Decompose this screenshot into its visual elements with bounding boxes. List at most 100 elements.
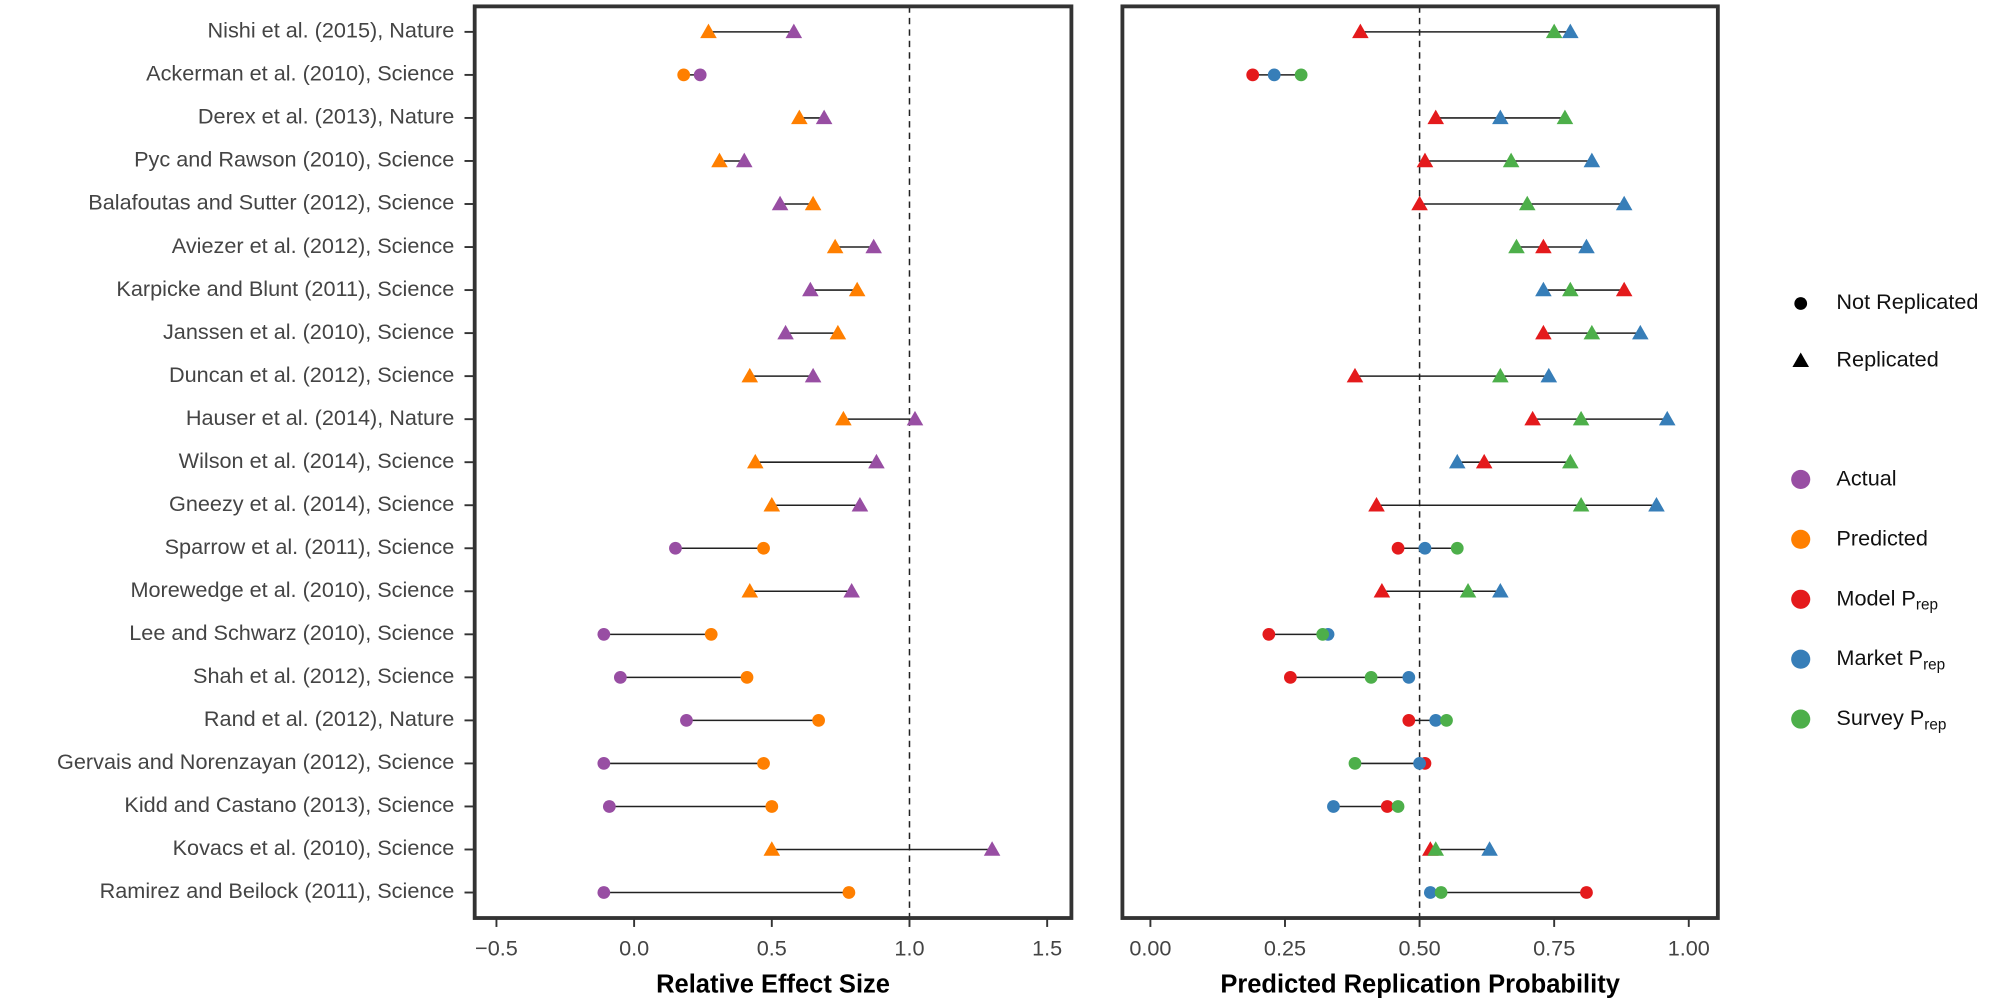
marker-triangle — [1792, 352, 1810, 368]
marker-triangle — [826, 238, 844, 254]
marker-triangle — [777, 324, 794, 340]
y-tick-label: Aviezer et al. (2012), Science — [172, 233, 454, 258]
marker-triangle — [1518, 195, 1536, 211]
y-tick-label: Balafoutas and Sutter (2012), Science — [88, 190, 454, 215]
panel-frame — [1120, 4, 1720, 920]
marker-circle — [613, 670, 627, 684]
y-tick-label: Gneezy et al. (2014), Science — [169, 491, 454, 516]
marker-circle — [704, 627, 718, 641]
x-tick-label: 1.0 — [894, 936, 924, 961]
marker-circle — [1391, 800, 1405, 813]
legend-name: Survey P — [1836, 705, 1924, 730]
marker-circle — [1364, 670, 1378, 684]
marker-triangle — [1583, 324, 1601, 340]
marker-triangle — [1615, 195, 1633, 211]
x-tick-label: −0.5 — [475, 936, 518, 961]
y-tick-label: Gervais and Norenzayan (2012), Science — [57, 749, 454, 774]
y-tick-label: Shah et al. (2012), Science — [193, 663, 454, 688]
marker-circle — [1434, 886, 1448, 899]
marker-triangle — [1535, 281, 1552, 297]
y-tick-label: Rand et al. (2012), Nature — [204, 706, 454, 731]
marker-circle — [669, 541, 682, 555]
marker-circle — [1380, 800, 1394, 813]
marker-triangle — [1545, 23, 1563, 39]
marker-triangle — [1658, 410, 1676, 426]
marker-circle — [1402, 670, 1416, 684]
marker-circle — [1413, 757, 1426, 770]
marker-triangle — [1562, 23, 1579, 39]
marker-circle — [677, 68, 691, 82]
panel-frame — [472, 4, 1074, 920]
marker-triangle — [865, 238, 882, 254]
marker-triangle — [1346, 367, 1364, 383]
legend-name: Predicted — [1836, 525, 1928, 550]
marker-triangle — [1572, 410, 1590, 426]
marker-triangle — [843, 583, 860, 598]
marker-triangle — [1562, 453, 1579, 469]
y-tick-label: Kidd and Castano (2013), Science — [124, 792, 454, 817]
marker-triangle — [1352, 23, 1369, 39]
marker-triangle — [785, 23, 803, 39]
marker-circle — [1418, 541, 1432, 555]
marker-circle — [1450, 541, 1464, 555]
marker-circle — [765, 800, 779, 813]
legend-label: Model Prep — [1836, 585, 1938, 614]
legend-name: Actual — [1836, 465, 1896, 490]
marker-circle — [757, 757, 770, 770]
legend-label: Market Prep — [1836, 645, 1945, 674]
marker-circle — [1423, 886, 1437, 899]
marker-circle — [1580, 886, 1593, 899]
marker-triangle — [741, 367, 759, 383]
y-tick-label: Janssen et al. (2010), Science — [163, 319, 454, 344]
marker-circle — [812, 714, 825, 727]
marker-triangle — [1572, 496, 1590, 512]
y-tick-label: Derex et al. (2013), Nature — [198, 104, 454, 129]
marker-triangle — [1502, 152, 1520, 168]
x-axis-title: Relative Effect Size — [656, 970, 890, 998]
marker-circle — [602, 800, 616, 813]
marker-circle — [1391, 541, 1405, 555]
legend-label: Replicated — [1836, 347, 1938, 372]
marker-circle — [1794, 297, 1808, 310]
marker-circle — [1402, 714, 1416, 727]
marker-triangle — [1427, 841, 1445, 856]
y-tick-label: Pyc and Rawson (2010), Science — [134, 147, 454, 172]
y-tick-label: Morewedge et al. (2010), Science — [130, 577, 454, 602]
y-tick-label: Lee and Schwarz (2010), Science — [129, 620, 454, 645]
marker-triangle — [848, 281, 866, 297]
legend-subscript: rep — [1916, 597, 1938, 614]
marker-circle — [1284, 670, 1297, 684]
marker-triangle — [1648, 496, 1665, 512]
marker-triangle — [1459, 583, 1477, 598]
legend-swatch — [1791, 589, 1811, 609]
marker-triangle — [1583, 152, 1601, 168]
marker-triangle — [700, 23, 717, 39]
marker-triangle — [735, 152, 753, 168]
marker-triangle — [868, 453, 885, 469]
marker-circle — [1327, 800, 1340, 813]
marker-triangle — [1632, 324, 1649, 340]
marker-circle — [1294, 68, 1308, 82]
legend-label: Actual — [1836, 465, 1896, 490]
marker-triangle — [804, 195, 822, 211]
marker-circle — [757, 541, 770, 555]
legend-swatch — [1791, 709, 1811, 729]
marker-triangle — [1535, 238, 1552, 254]
y-tick-label: Ramirez and Beilock (2011), Science — [100, 878, 455, 903]
marker-circle — [1429, 714, 1443, 727]
legend-name: Market P — [1836, 645, 1923, 670]
marker-triangle — [1562, 281, 1579, 297]
marker-triangle — [851, 496, 869, 512]
marker-circle — [842, 886, 856, 899]
x-tick-label: 0.50 — [1399, 936, 1441, 961]
marker-circle — [740, 670, 754, 684]
y-tick-label: Kovacs et al. (2010), Science — [173, 835, 455, 860]
marker-circle — [1267, 68, 1281, 82]
marker-triangle — [1492, 367, 1509, 383]
marker-circle — [597, 627, 611, 641]
marker-triangle — [1556, 109, 1574, 125]
marker-triangle — [835, 410, 852, 426]
legend-label: Predicted — [1836, 525, 1928, 550]
x-tick-label: 0.5 — [757, 936, 787, 961]
marker-triangle — [1615, 281, 1633, 297]
